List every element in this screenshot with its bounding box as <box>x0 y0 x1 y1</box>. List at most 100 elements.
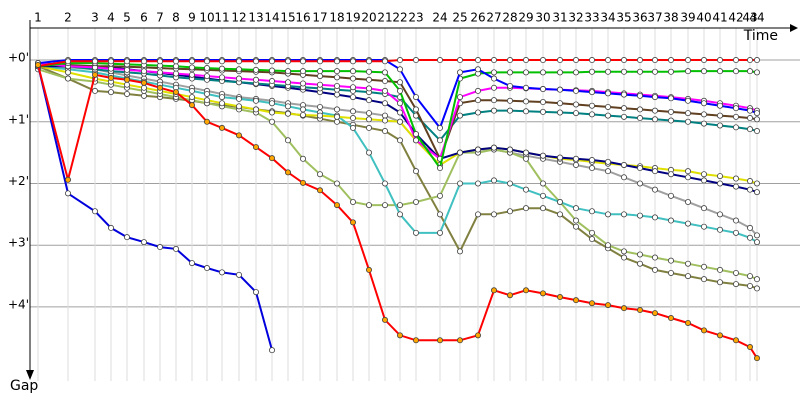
data-point <box>365 58 372 65</box>
data-point <box>747 186 754 193</box>
x-tick-label: 7 <box>156 11 164 25</box>
data-point <box>506 107 513 114</box>
data-point <box>652 107 659 114</box>
data-point <box>333 118 340 125</box>
data-point <box>235 103 242 110</box>
x-tick-label: 5 <box>123 11 131 25</box>
data-point <box>188 87 195 94</box>
data-point <box>605 302 612 309</box>
data-point <box>65 75 72 82</box>
data-point <box>235 58 242 65</box>
data-point <box>506 69 513 76</box>
data-point <box>284 137 291 144</box>
data-point <box>540 57 547 64</box>
x-tick-label: 33 <box>584 11 599 25</box>
data-point <box>333 91 340 98</box>
x-tick-label: 28 <box>502 11 517 25</box>
data-point <box>589 165 596 172</box>
data-point <box>747 115 754 122</box>
data-point <box>557 294 564 301</box>
data-point <box>218 269 225 276</box>
data-point <box>474 87 481 94</box>
data-point <box>747 68 754 75</box>
x-tick-label: 8 <box>172 11 180 25</box>
data-point <box>754 285 761 292</box>
data-point <box>235 271 242 278</box>
data-point <box>717 226 724 233</box>
data-point <box>396 202 403 209</box>
data-point <box>474 146 481 153</box>
data-point <box>218 124 225 131</box>
data-point <box>365 97 372 104</box>
data-point <box>506 208 513 215</box>
data-point <box>621 211 628 218</box>
data-point <box>203 97 210 104</box>
data-point <box>754 69 761 76</box>
data-point <box>412 131 419 138</box>
data-point <box>349 219 356 226</box>
data-point <box>652 168 659 175</box>
series-line <box>37 64 758 359</box>
data-point <box>685 174 692 181</box>
data-point <box>218 94 225 101</box>
data-point <box>124 66 131 73</box>
data-point <box>685 68 692 75</box>
data-point <box>333 68 340 75</box>
data-point <box>124 234 131 241</box>
time-arrow <box>790 24 798 32</box>
data-point <box>140 84 147 91</box>
data-point <box>652 310 659 317</box>
x-tick-label: 32 <box>568 11 583 25</box>
data-point <box>523 98 530 105</box>
data-point <box>701 120 708 127</box>
data-point <box>349 198 356 205</box>
data-point <box>523 205 530 212</box>
data-point <box>436 165 443 172</box>
data-point <box>108 65 115 72</box>
data-point <box>523 57 530 64</box>
data-point <box>140 79 147 86</box>
data-point <box>605 57 612 64</box>
data-point <box>605 103 612 110</box>
data-point <box>733 105 740 112</box>
x-tick-label: 13 <box>248 11 263 25</box>
data-point <box>717 122 724 129</box>
data-point <box>365 85 372 92</box>
data-point <box>540 192 547 199</box>
x-tick-label: 15 <box>280 11 295 25</box>
x-tick-label: 4 <box>107 11 115 25</box>
data-point <box>203 90 210 97</box>
data-point <box>523 149 530 156</box>
data-point <box>573 87 580 94</box>
data-point <box>92 208 99 215</box>
data-point <box>412 106 419 113</box>
data-point <box>284 79 291 86</box>
data-point <box>747 344 754 351</box>
data-point <box>365 266 372 273</box>
data-point <box>299 58 306 65</box>
data-point <box>490 177 497 184</box>
data-point <box>573 155 580 162</box>
data-point <box>652 186 659 193</box>
data-point <box>381 180 388 187</box>
x-tick-label: 19 <box>345 11 360 25</box>
data-point <box>396 109 403 116</box>
data-point <box>156 69 163 76</box>
data-point <box>235 66 242 73</box>
data-point <box>474 180 481 187</box>
data-point <box>701 205 708 212</box>
data-point <box>717 102 724 109</box>
data-point <box>284 103 291 110</box>
x-tick-label: 9 <box>188 11 196 25</box>
data-point <box>299 106 306 113</box>
data-point <box>605 158 612 165</box>
x-tick-label: 31 <box>552 11 567 25</box>
data-point <box>621 68 628 75</box>
data-point <box>203 118 210 125</box>
data-point <box>621 305 628 312</box>
data-point <box>412 94 419 101</box>
data-point <box>268 118 275 125</box>
data-point <box>589 111 596 118</box>
data-point <box>316 171 323 178</box>
data-point <box>506 180 513 187</box>
